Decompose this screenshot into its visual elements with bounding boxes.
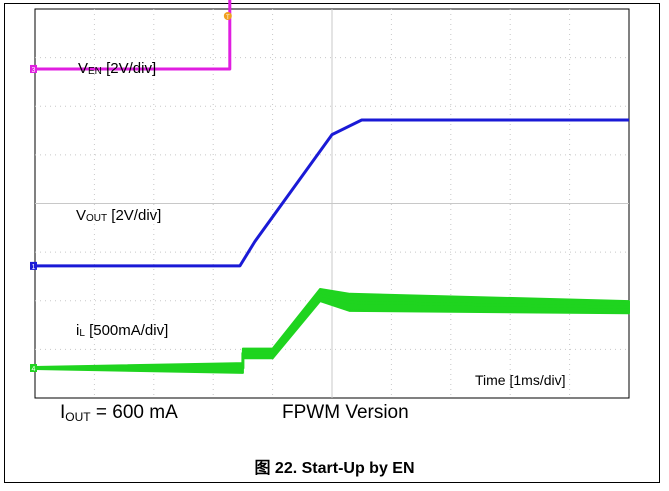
ven-trace-label: VEN [2V/div] xyxy=(78,60,157,77)
traces xyxy=(34,0,630,374)
figure-caption: 图 22. Start-Up by EN xyxy=(254,458,415,477)
channel-marker-number: 3 xyxy=(32,67,36,74)
figure-frame xyxy=(4,3,660,483)
channel-marker-4 xyxy=(30,364,37,372)
fpwm-note: FPWM Version xyxy=(282,402,409,423)
channel-marker-number: 4 xyxy=(32,366,36,373)
trigger-marker-letter: T xyxy=(226,15,230,21)
trigger-marker-icon xyxy=(223,12,232,20)
channel-marker-3 xyxy=(30,64,37,73)
channel-marker-number: 1 xyxy=(32,264,36,271)
iout-note: IOUT = 600 mA xyxy=(60,402,178,424)
vout-trace xyxy=(35,118,629,268)
channel-marker-1 xyxy=(30,261,37,270)
il-trace xyxy=(35,293,630,370)
ven-trace xyxy=(35,0,232,71)
il-trace-label: iL [500mA/div] xyxy=(76,322,169,339)
channel-markers: 3 1 4 T xyxy=(30,12,232,373)
x-axis-label: Time [1ms/div] xyxy=(475,372,566,388)
vout-trace-label: VOUT [2V/div] xyxy=(76,207,162,224)
